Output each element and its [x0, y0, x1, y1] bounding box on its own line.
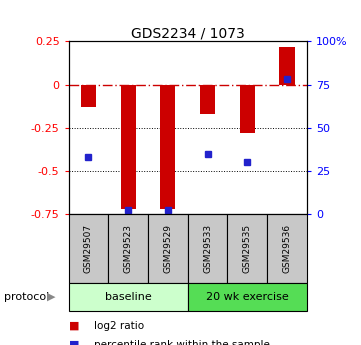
Title: GDS2234 / 1073: GDS2234 / 1073 [131, 26, 245, 40]
Bar [121, 85, 136, 209]
Bar [81, 85, 96, 107]
Text: protocol: protocol [4, 292, 49, 302]
Text: log2 ratio: log2 ratio [94, 321, 144, 331]
Bar [69, 214, 108, 283]
Bar [200, 85, 215, 114]
Bar [188, 214, 227, 283]
Bar [267, 214, 307, 283]
Bar [148, 214, 188, 283]
Text: ■: ■ [69, 321, 79, 331]
Bar [69, 283, 188, 310]
Text: ■: ■ [69, 340, 79, 345]
Text: GSM29523: GSM29523 [124, 224, 132, 273]
Bar [188, 283, 307, 310]
Text: GSM29535: GSM29535 [243, 224, 252, 273]
Bar [279, 47, 295, 85]
Text: GSM29536: GSM29536 [283, 224, 291, 273]
Bar [108, 214, 148, 283]
Text: ▶: ▶ [47, 292, 56, 302]
Text: GSM29533: GSM29533 [203, 224, 212, 273]
Bar [227, 214, 267, 283]
Text: GSM29507: GSM29507 [84, 224, 93, 273]
Bar [240, 85, 255, 133]
Text: GSM29529: GSM29529 [164, 224, 172, 273]
Text: baseline: baseline [105, 292, 152, 302]
Text: percentile rank within the sample: percentile rank within the sample [94, 340, 270, 345]
Bar [160, 85, 175, 209]
Text: 20 wk exercise: 20 wk exercise [206, 292, 289, 302]
